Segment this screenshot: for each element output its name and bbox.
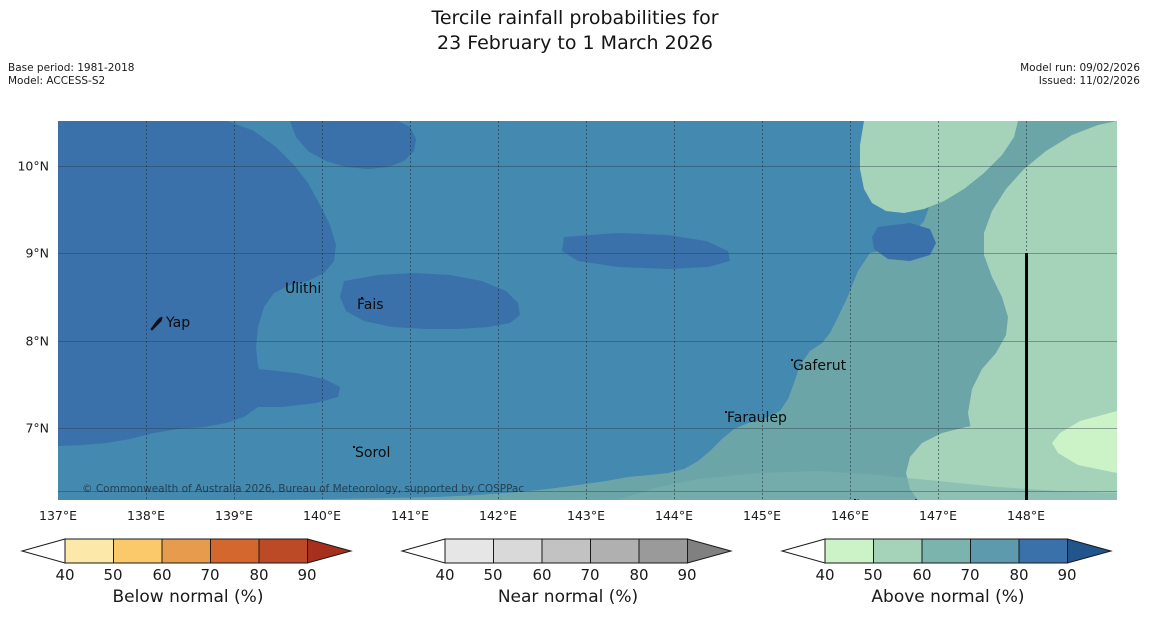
copyright-text: © Commonwealth of Australia 2026, Bureau…	[82, 483, 525, 495]
tercile-probability-contours	[58, 121, 1117, 500]
cbar-above-normal-caption: Above normal (%)	[871, 587, 1025, 607]
yap-island-icon	[150, 316, 163, 331]
title-line-1: Tercile rainfall probabilities for	[431, 7, 719, 29]
xtick-143e: 143°E	[566, 508, 606, 523]
colorbar-above-normal[interactable]: 40 50 60 70 80 90 Above normal (%)	[768, 536, 1128, 607]
colorbar-above-normal-swatches	[780, 538, 1113, 564]
colorbar-below-normal[interactable]: 40 50 60 70 80 90 Below normal (%)	[8, 536, 368, 607]
metadata-right: Model run: 09/02/2026 Issued: 11/02/2026	[1020, 62, 1140, 88]
band-above-70-80-edge	[58, 367, 104, 397]
xtick-141e: 141°E	[390, 508, 430, 523]
cbar-near-tick-50: 50	[483, 566, 503, 584]
cbar-above-tick-60: 60	[912, 566, 932, 584]
base-period-text: Base period: 1981-2018	[8, 62, 135, 74]
metadata-left: Base period: 1981-2018 Model: ACCESS-S2	[8, 62, 134, 88]
place-label-gaferut: Gaferut	[793, 358, 847, 374]
xtick-137e: 137°E	[38, 508, 78, 523]
xtick-145e: 145°E	[742, 508, 782, 523]
cbar-above-tick-40: 40	[815, 566, 835, 584]
ytick-8n: 8°N	[25, 333, 49, 349]
cbar-below-tick-40: 40	[55, 566, 75, 584]
ytick-10n: 10°N	[17, 158, 49, 174]
cbar-near-tick-80: 80	[629, 566, 649, 584]
place-label-ulithi: Ulithi	[285, 281, 322, 297]
band-above-70-80-north	[290, 121, 416, 169]
cbar-below-tick-70: 70	[200, 566, 220, 584]
cbar-below-tick-90: 90	[297, 566, 317, 584]
band-above-70-80-west	[58, 121, 336, 446]
model-text: Model: ACCESS-S2	[8, 75, 106, 87]
cbar-above-tick-70: 70	[960, 566, 980, 584]
issued-text: Issued: 11/02/2026	[1038, 75, 1140, 87]
colorbar-below-normal-swatches	[20, 538, 353, 564]
band-above-50-60-north	[860, 121, 1018, 213]
cbar-above-tick-80: 80	[1009, 566, 1029, 584]
band-above-70-80-east-streak	[562, 233, 730, 269]
cbar-below-tick-50: 50	[103, 566, 123, 584]
xtick-146e: 146°E	[830, 508, 870, 523]
cbar-above-tick-50: 50	[863, 566, 883, 584]
xtick-142e: 142°E	[478, 508, 518, 523]
cbar-near-tick-40: 40	[435, 566, 455, 584]
cbar-below-tick-80: 80	[249, 566, 269, 584]
ytick-7n: 7°N	[25, 420, 49, 436]
place-dot-lamotrek	[854, 499, 856, 500]
map-plot-area[interactable]: Ulithi Fais Yap Sorol Gaferut Faraulep W…	[58, 121, 1117, 500]
band-above-under-40	[1052, 411, 1117, 473]
cbar-near-tick-90: 90	[677, 566, 697, 584]
xtick-148e: 148°E	[1006, 508, 1046, 523]
place-label-yap: Yap	[166, 315, 191, 331]
page-title: Tercile rainfall probabilities for 23 Fe…	[0, 6, 1150, 56]
cbar-near-tick-70: 70	[580, 566, 600, 584]
cbar-above-tick-90: 90	[1057, 566, 1077, 584]
place-label-fais: Fais	[357, 297, 384, 313]
cbar-below-tick-60: 60	[152, 566, 172, 584]
xtick-140e: 140°E	[302, 508, 342, 523]
xtick-139e: 139°E	[214, 508, 254, 523]
title-line-2: 23 February to 1 March 2026	[436, 32, 713, 54]
band-above-70-80-central	[340, 273, 520, 329]
xtick-138e: 138°E	[126, 508, 166, 523]
model-run-text: Model run: 09/02/2026	[1020, 62, 1140, 74]
band-transition-south	[618, 471, 1117, 500]
place-dot-faraulep	[725, 411, 727, 413]
place-dot-gaferut	[791, 359, 793, 361]
place-dot-fais	[361, 297, 363, 299]
colorbar-near-normal-swatches	[400, 538, 733, 564]
place-dot-sorol	[353, 446, 355, 448]
place-label-faraulep: Faraulep	[727, 410, 787, 426]
place-label-lamotrek: Lamotrek	[856, 498, 922, 500]
cbar-near-tick-60: 60	[532, 566, 552, 584]
place-dot-ulithi	[293, 281, 295, 283]
xtick-144e: 144°E	[654, 508, 694, 523]
band-above-70-80-southwest	[174, 369, 340, 407]
colorbar-near-normal[interactable]: 40 50 60 70 80 90 Near normal (%)	[388, 536, 748, 607]
xtick-147e: 147°E	[918, 508, 958, 523]
cbar-below-normal-caption: Below normal (%)	[112, 587, 264, 607]
ytick-9n: 9°N	[25, 245, 49, 261]
band-above-70-80-northeast	[872, 223, 936, 261]
cbar-near-normal-caption: Near normal (%)	[497, 587, 639, 607]
place-label-sorol: Sorol	[355, 445, 391, 461]
meridian-marker-line	[1025, 253, 1028, 500]
